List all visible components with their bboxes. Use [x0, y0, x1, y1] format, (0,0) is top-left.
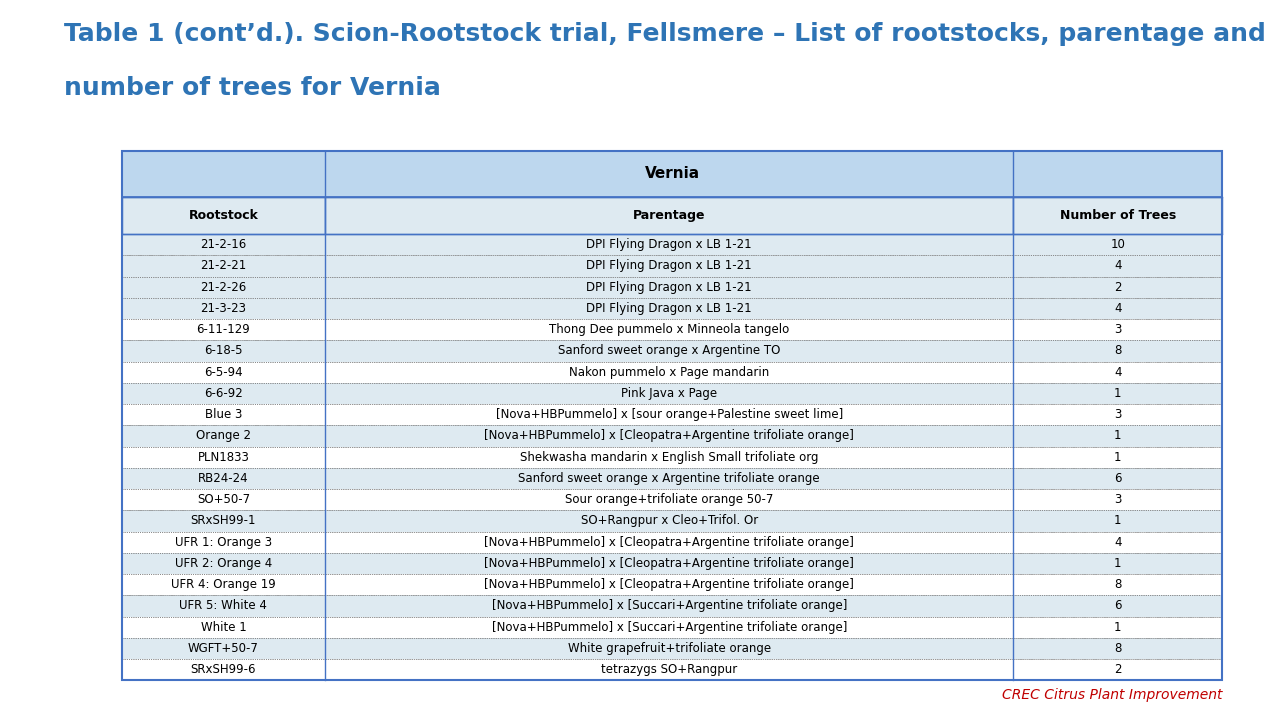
Text: Rootstock: Rootstock: [188, 209, 259, 222]
Text: 1: 1: [1114, 451, 1121, 464]
Text: number of trees for Vernia: number of trees for Vernia: [64, 76, 440, 99]
Text: Number of Trees: Number of Trees: [1060, 209, 1176, 222]
Text: Table 1 (cont’d.). Scion-Rootstock trial, Fellsmere – List of rootstocks, parent: Table 1 (cont’d.). Scion-Rootstock trial…: [64, 22, 1266, 45]
Text: 3: 3: [1114, 323, 1121, 336]
Text: WGFT+50-7: WGFT+50-7: [188, 642, 259, 655]
Text: DPI Flying Dragon x LB 1-21: DPI Flying Dragon x LB 1-21: [586, 281, 753, 294]
Text: 6: 6: [1114, 472, 1121, 485]
Text: White grapefruit+trifoliate orange: White grapefruit+trifoliate orange: [568, 642, 771, 655]
Text: UFR 5: White 4: UFR 5: White 4: [179, 600, 268, 613]
Text: 6-5-94: 6-5-94: [204, 366, 243, 379]
Text: SO+50-7: SO+50-7: [197, 493, 250, 506]
Text: RB24-24: RB24-24: [198, 472, 248, 485]
Text: [Nova+HBPummelo] x [Cleopatra+Argentine trifoliate orange]: [Nova+HBPummelo] x [Cleopatra+Argentine …: [484, 536, 854, 549]
Text: Orange 2: Orange 2: [196, 429, 251, 443]
Text: 21-2-16: 21-2-16: [200, 238, 247, 251]
Text: Sour orange+trifoliate orange 50-7: Sour orange+trifoliate orange 50-7: [564, 493, 773, 506]
Text: 6-11-129: 6-11-129: [197, 323, 251, 336]
Text: 3: 3: [1114, 493, 1121, 506]
Text: DPI Flying Dragon x LB 1-21: DPI Flying Dragon x LB 1-21: [586, 238, 753, 251]
Text: DPI Flying Dragon x LB 1-21: DPI Flying Dragon x LB 1-21: [586, 259, 753, 272]
Text: SRxSH99-1: SRxSH99-1: [191, 515, 256, 528]
Text: 21-2-26: 21-2-26: [200, 281, 247, 294]
Text: 8: 8: [1114, 642, 1121, 655]
Text: 8: 8: [1114, 344, 1121, 357]
Text: 4: 4: [1114, 366, 1121, 379]
Text: SRxSH99-6: SRxSH99-6: [191, 663, 256, 676]
Text: UFR 2: Orange 4: UFR 2: Orange 4: [175, 557, 273, 570]
Text: UFR 4: Orange 19: UFR 4: Orange 19: [172, 578, 275, 591]
Text: [Nova+HBPummelo] x [Cleopatra+Argentine trifoliate orange]: [Nova+HBPummelo] x [Cleopatra+Argentine …: [484, 557, 854, 570]
Text: Thong Dee pummelo x Minneola tangelo: Thong Dee pummelo x Minneola tangelo: [549, 323, 790, 336]
Text: 1: 1: [1114, 515, 1121, 528]
Text: Sanford sweet orange x Argentine trifoliate orange: Sanford sweet orange x Argentine trifoli…: [518, 472, 820, 485]
Text: UFR 1: Orange 3: UFR 1: Orange 3: [175, 536, 271, 549]
Text: 21-2-21: 21-2-21: [200, 259, 247, 272]
Text: [Nova+HBPummelo] x [Succari+Argentine trifoliate orange]: [Nova+HBPummelo] x [Succari+Argentine tr…: [492, 621, 847, 634]
Text: 3: 3: [1114, 408, 1121, 421]
Text: 10: 10: [1110, 238, 1125, 251]
Text: Blue 3: Blue 3: [205, 408, 242, 421]
Text: Shekwasha mandarin x English Small trifoliate org: Shekwasha mandarin x English Small trifo…: [520, 451, 818, 464]
Text: 6-18-5: 6-18-5: [205, 344, 243, 357]
Text: 1: 1: [1114, 387, 1121, 400]
Text: SO+Rangpur x Cleo+Trifol. Or: SO+Rangpur x Cleo+Trifol. Or: [581, 515, 758, 528]
Text: Nakon pummelo x Page mandarin: Nakon pummelo x Page mandarin: [570, 366, 769, 379]
Text: DPI Flying Dragon x LB 1-21: DPI Flying Dragon x LB 1-21: [586, 302, 753, 315]
Text: [Nova+HBPummelo] x [sour orange+Palestine sweet lime]: [Nova+HBPummelo] x [sour orange+Palestin…: [495, 408, 842, 421]
Text: Vernia: Vernia: [644, 166, 700, 181]
Text: Sanford sweet orange x Argentine TO: Sanford sweet orange x Argentine TO: [558, 344, 781, 357]
Text: PLN1833: PLN1833: [197, 451, 250, 464]
Text: 21-3-23: 21-3-23: [201, 302, 247, 315]
Text: 1: 1: [1114, 557, 1121, 570]
Text: [Nova+HBPummelo] x [Cleopatra+Argentine trifoliate orange]: [Nova+HBPummelo] x [Cleopatra+Argentine …: [484, 429, 854, 443]
Text: 8: 8: [1114, 578, 1121, 591]
Text: Pink Java x Page: Pink Java x Page: [621, 387, 717, 400]
Text: [Nova+HBPummelo] x [Succari+Argentine trifoliate orange]: [Nova+HBPummelo] x [Succari+Argentine tr…: [492, 600, 847, 613]
Text: White 1: White 1: [201, 621, 246, 634]
Text: CREC Citrus Plant Improvement: CREC Citrus Plant Improvement: [1002, 688, 1222, 702]
Text: 4: 4: [1114, 536, 1121, 549]
Text: 6-6-92: 6-6-92: [204, 387, 243, 400]
Text: 6: 6: [1114, 600, 1121, 613]
Text: 4: 4: [1114, 259, 1121, 272]
Text: 2: 2: [1114, 281, 1121, 294]
Text: 1: 1: [1114, 429, 1121, 443]
Text: 4: 4: [1114, 302, 1121, 315]
Text: [Nova+HBPummelo] x [Cleopatra+Argentine trifoliate orange]: [Nova+HBPummelo] x [Cleopatra+Argentine …: [484, 578, 854, 591]
Text: Parentage: Parentage: [634, 209, 705, 222]
Text: tetrazygs SO+Rangpur: tetrazygs SO+Rangpur: [602, 663, 737, 676]
Text: 2: 2: [1114, 663, 1121, 676]
Text: 1: 1: [1114, 621, 1121, 634]
